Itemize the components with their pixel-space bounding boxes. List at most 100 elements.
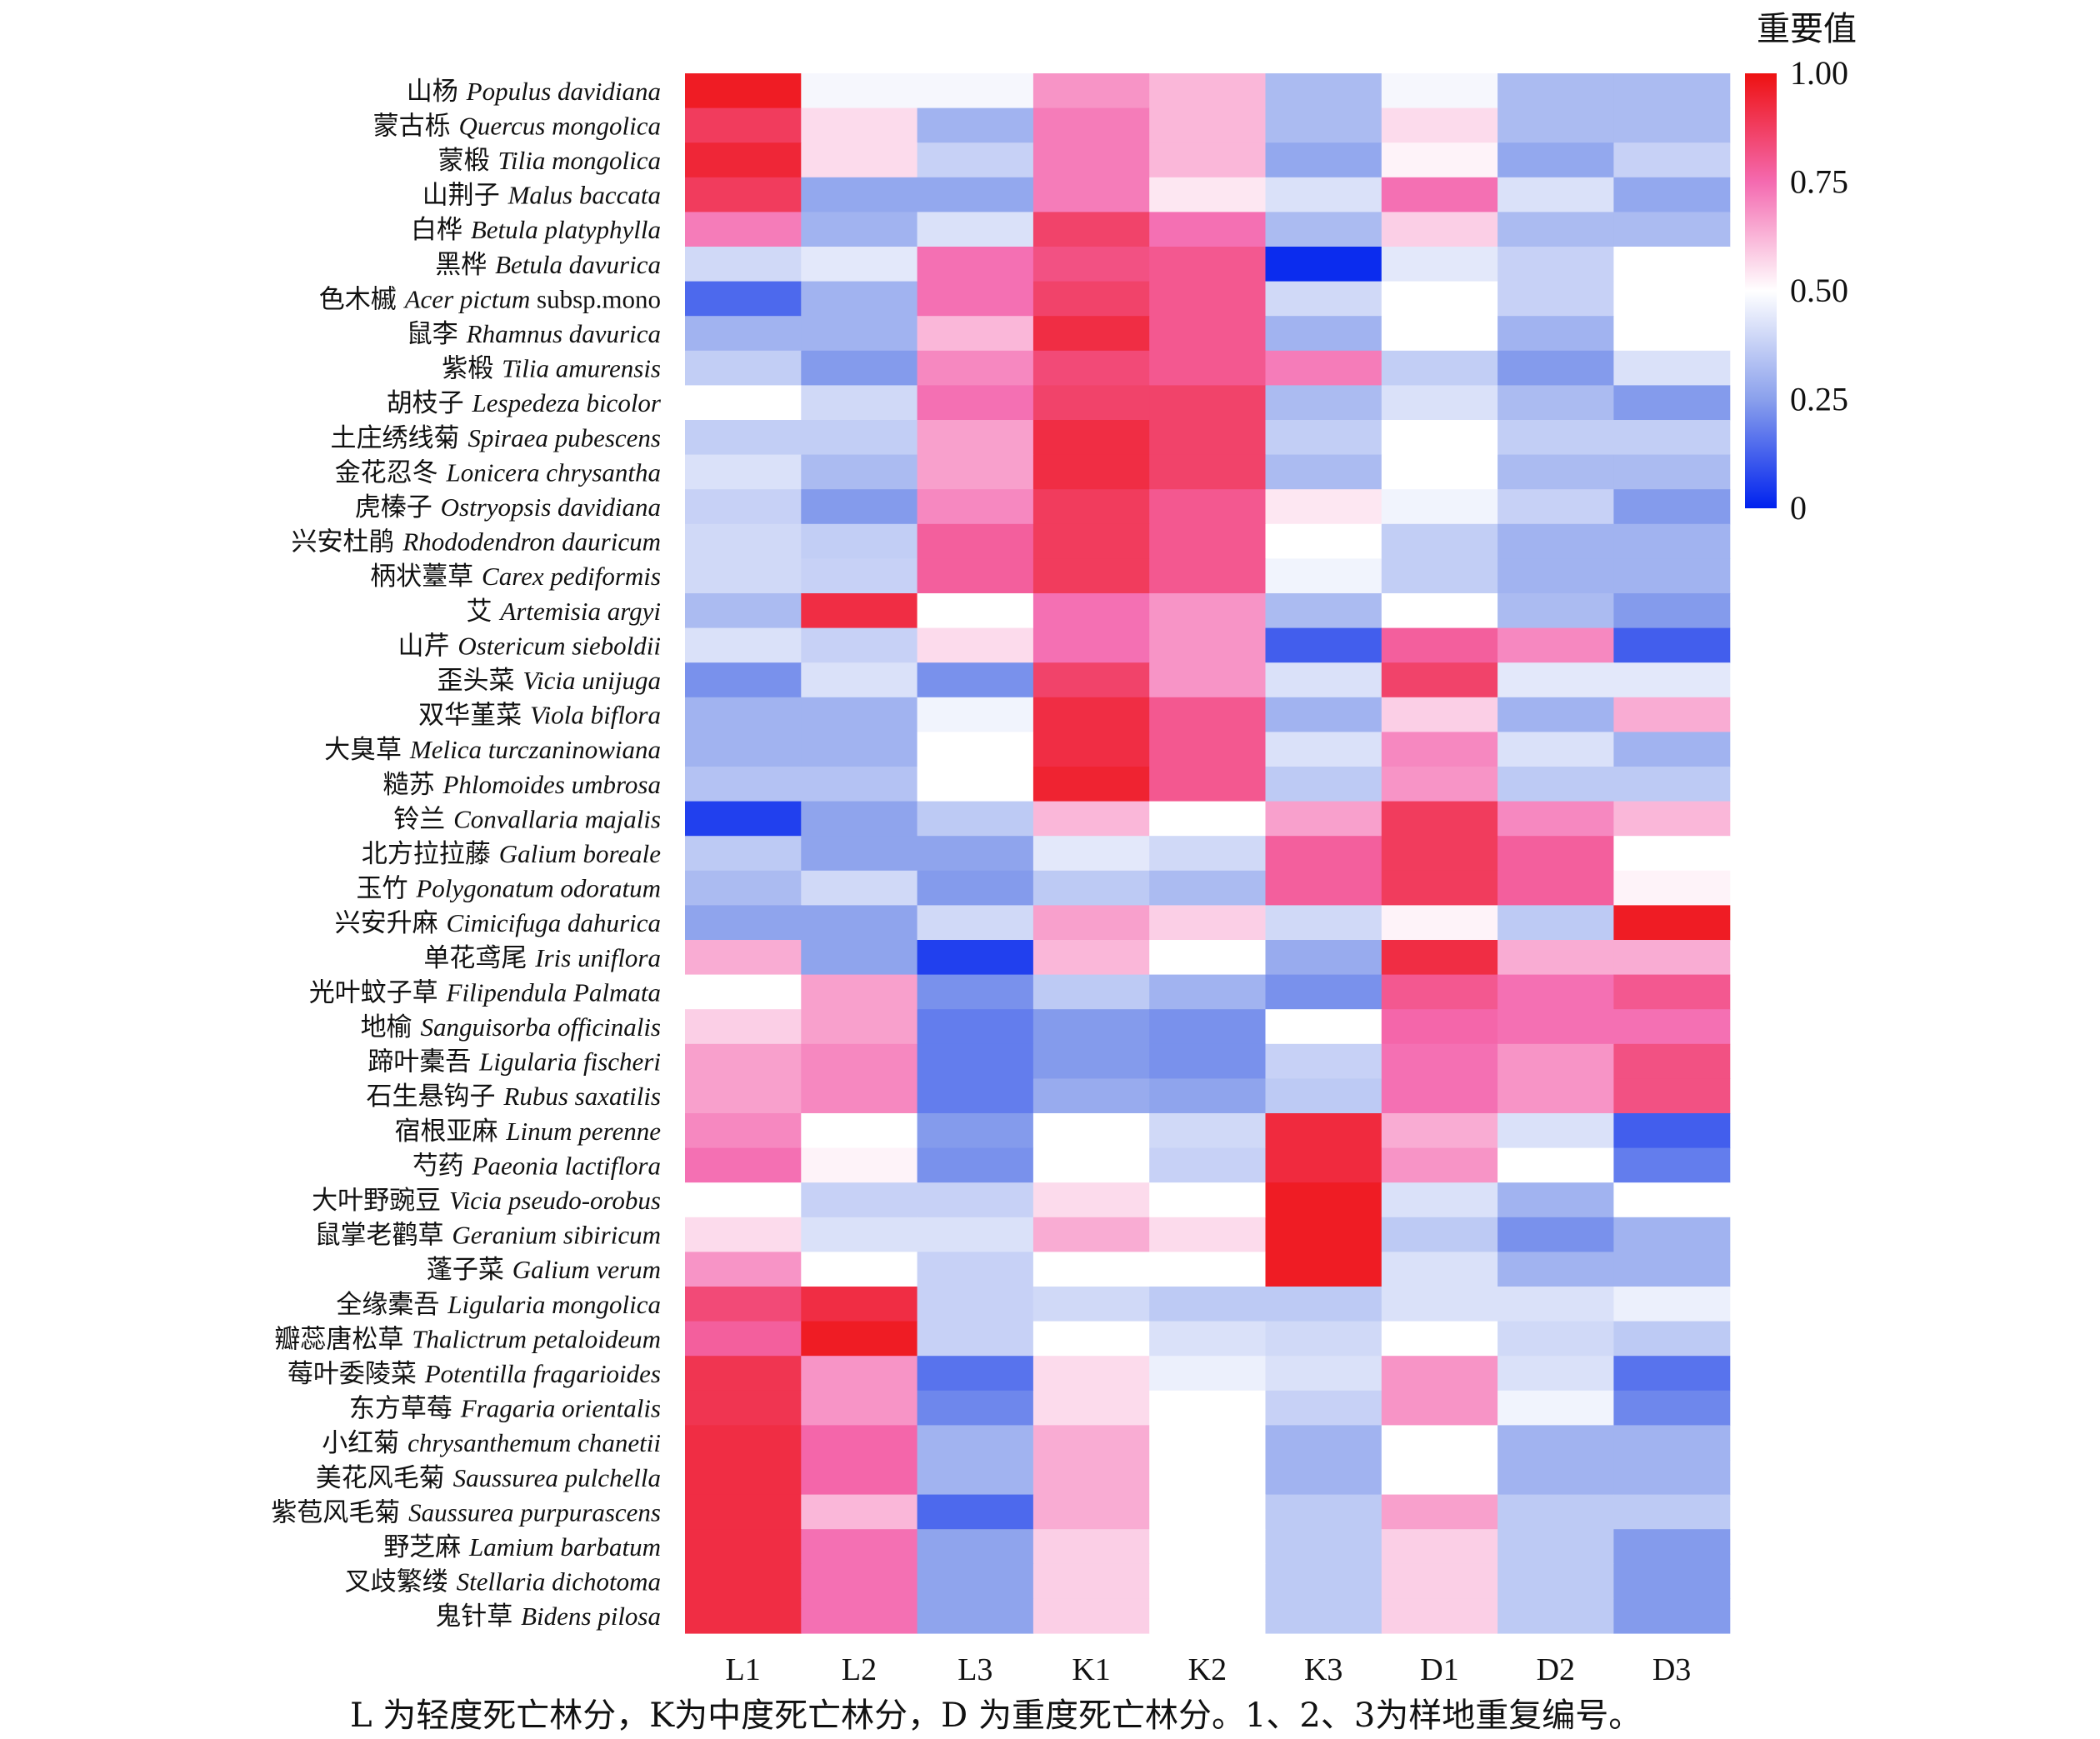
row-label: 紫椴 Tilia amurensis bbox=[442, 354, 661, 384]
heatmap-cell bbox=[1613, 1252, 1731, 1287]
row-label: 全缘橐吾 Ligularia mongolica bbox=[336, 1290, 661, 1320]
heatmap-cell bbox=[917, 940, 1034, 976]
heatmap-cell bbox=[1265, 974, 1382, 1010]
heatmap-cell bbox=[1381, 177, 1498, 212]
heatmap-cell bbox=[1381, 1252, 1498, 1287]
heatmap-cell bbox=[917, 593, 1034, 629]
row-label: 单花鸢尾 Iris uniflora bbox=[423, 943, 661, 973]
heatmap-cell bbox=[1498, 1009, 1614, 1045]
heatmap-cell bbox=[1265, 316, 1382, 352]
heatmap-cell bbox=[1265, 454, 1382, 490]
heatmap-cell bbox=[1032, 940, 1150, 976]
row-label: 大臭草 Melica turczaninowiana bbox=[324, 735, 661, 765]
heatmap-cell bbox=[801, 1287, 918, 1322]
heatmap-cell bbox=[1265, 1563, 1382, 1599]
heatmap-cell bbox=[801, 1321, 918, 1357]
heatmap-cell bbox=[685, 1494, 802, 1530]
row-label: 艾 Artemisia argyi bbox=[467, 597, 661, 627]
column-label: L3 bbox=[958, 1652, 992, 1687]
heatmap-cell bbox=[1032, 627, 1150, 663]
heatmap-cell bbox=[1381, 1529, 1498, 1565]
heatmap-cell bbox=[685, 177, 802, 212]
heatmap-cell bbox=[1032, 697, 1150, 732]
heatmap-cell bbox=[1381, 1460, 1498, 1496]
heatmap-cell bbox=[1149, 212, 1267, 247]
heatmap-cell bbox=[801, 767, 918, 802]
heatmap-cell bbox=[1149, 1147, 1267, 1183]
heatmap-cell bbox=[1613, 523, 1731, 559]
heatmap-cell bbox=[685, 489, 802, 525]
heatmap-cell bbox=[1381, 1287, 1498, 1322]
heatmap-cell bbox=[1498, 1356, 1614, 1392]
heatmap-cell bbox=[801, 801, 918, 837]
heatmap-cell bbox=[917, 385, 1034, 421]
heatmap-cell bbox=[801, 1147, 918, 1183]
heatmap-cell bbox=[1265, 1460, 1382, 1496]
heatmap-cell bbox=[1498, 281, 1614, 317]
legend-title: 重要值 bbox=[1757, 10, 1857, 48]
heatmap-cell bbox=[1149, 420, 1267, 456]
heatmap-cell bbox=[1613, 662, 1731, 698]
heatmap-cell bbox=[1498, 1563, 1614, 1599]
heatmap-cell bbox=[685, 1009, 802, 1045]
heatmap-cell bbox=[917, 107, 1034, 143]
heatmap-cell bbox=[1498, 1390, 1614, 1426]
heatmap-cell bbox=[801, 1217, 918, 1252]
heatmap-cell bbox=[1498, 523, 1614, 559]
colorbar-tick-label: 0.50 bbox=[1790, 272, 1848, 309]
heatmap-cell bbox=[685, 697, 802, 732]
heatmap-cell bbox=[1613, 870, 1731, 906]
heatmap-cell bbox=[917, 212, 1034, 247]
heatmap-cell bbox=[1149, 1217, 1267, 1252]
heatmap-cell bbox=[1265, 1356, 1382, 1392]
heatmap-cell bbox=[1613, 697, 1731, 732]
heatmap-cell bbox=[1613, 1113, 1731, 1149]
heatmap-cell bbox=[685, 974, 802, 1010]
heatmap-cell bbox=[1613, 1287, 1731, 1322]
heatmap-cell bbox=[1265, 593, 1382, 629]
heatmap-cell bbox=[1032, 801, 1150, 837]
heatmap-cell bbox=[1032, 1529, 1150, 1565]
row-label: 石生悬钩子 Rubus saxatilis bbox=[367, 1082, 661, 1112]
heatmap-cell bbox=[801, 1078, 918, 1114]
heatmap-cell bbox=[1032, 1182, 1150, 1218]
colorbar: 重要值 1.00 0.75 0.50 0.25 0 bbox=[1745, 10, 1857, 527]
heatmap-cell bbox=[1381, 1390, 1498, 1426]
heatmap-cell bbox=[1613, 281, 1731, 317]
heatmap-cell bbox=[685, 107, 802, 143]
heatmap-cell bbox=[1498, 420, 1614, 456]
heatmap-cell bbox=[1381, 1009, 1498, 1045]
heatmap-cell bbox=[917, 974, 1034, 1010]
heatmap-cell bbox=[685, 350, 802, 386]
heatmap-cell bbox=[1498, 385, 1614, 421]
heatmap-cell bbox=[1498, 732, 1614, 767]
heatmap-cell bbox=[1498, 767, 1614, 802]
heatmap-cell bbox=[917, 1494, 1034, 1530]
heatmap-cell bbox=[1265, 1009, 1382, 1045]
heatmap-cell bbox=[1265, 627, 1382, 663]
heatmap-cell bbox=[917, 1390, 1034, 1426]
heatmap-cell bbox=[1265, 385, 1382, 421]
heatmap-cell bbox=[1498, 1529, 1614, 1565]
heatmap-cell bbox=[801, 177, 918, 212]
heatmap-cell bbox=[1149, 1252, 1267, 1287]
heatmap-cell bbox=[685, 1217, 802, 1252]
heatmap-cell bbox=[801, 1494, 918, 1530]
heatmap-cell bbox=[801, 73, 918, 109]
heatmap-cell bbox=[801, 1182, 918, 1218]
heatmap-cell bbox=[1613, 1460, 1731, 1496]
heatmap-cell bbox=[1498, 1287, 1614, 1322]
heatmap-cell bbox=[1613, 454, 1731, 490]
heatmap-cell bbox=[1498, 836, 1614, 872]
heatmap-cell bbox=[1498, 489, 1614, 525]
heatmap-cell bbox=[1613, 1321, 1731, 1357]
heatmap-cell bbox=[917, 1113, 1034, 1149]
heatmap-cell bbox=[1498, 247, 1614, 282]
heatmap-cell bbox=[801, 142, 918, 178]
heatmap-cell bbox=[1613, 1598, 1731, 1634]
heatmap-cell bbox=[685, 1529, 802, 1565]
column-label: D3 bbox=[1652, 1652, 1691, 1687]
heatmap-cell bbox=[1149, 732, 1267, 767]
heatmap-cell bbox=[1498, 1321, 1614, 1357]
heatmap-cell bbox=[1498, 107, 1614, 143]
